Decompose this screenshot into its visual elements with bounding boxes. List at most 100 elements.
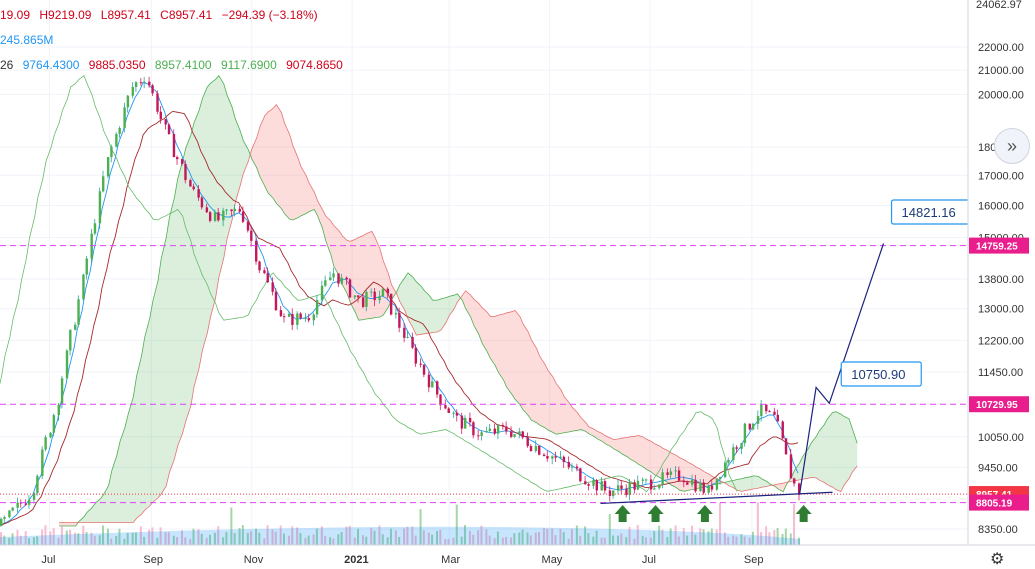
candle-body: [575, 466, 579, 469]
candle-body: [250, 230, 253, 241]
gear-icon[interactable]: ⚙: [990, 551, 1005, 568]
candle-body: [337, 273, 340, 284]
volume-bar: [52, 528, 55, 545]
candle-body: [197, 189, 200, 198]
tenkan-line: [0, 81, 799, 527]
candle-body: [11, 507, 14, 511]
candle-body: [44, 437, 47, 450]
volume-bars: [0, 502, 800, 545]
cloud-segment: [218, 75, 224, 278]
candle-body: [189, 180, 192, 187]
volume-bar: [488, 535, 491, 545]
cloud-segment: [83, 512, 88, 523]
time-axis: Jul Sep Nov 2021 Mar May Jul Sep: [0, 544, 1035, 569]
volume-bar: [414, 535, 417, 545]
cloud-segment: [190, 122, 195, 406]
cloud-segment: [161, 237, 167, 495]
trendline-and-projection: [600, 243, 885, 505]
cloud-segment: [268, 108, 274, 199]
time-label: Mar: [441, 554, 460, 566]
candle-body: [649, 479, 653, 490]
volume-bar: [682, 527, 685, 545]
cloud-segment: [514, 310, 520, 405]
candle-body: [463, 417, 467, 429]
cloud-segment: [544, 363, 548, 430]
up-arrow-icon: [647, 505, 664, 522]
candle-body: [735, 447, 738, 449]
candle-body: [69, 329, 72, 351]
volume-bar: [608, 513, 611, 545]
volume-bar: [559, 528, 562, 545]
ichimoku-value-1: 9764.4300: [22, 58, 80, 72]
candle-body: [633, 482, 636, 490]
candle-body: [167, 124, 171, 135]
cloud-segment: [243, 141, 249, 174]
volume-bar: [57, 537, 60, 545]
cloud-segment: [440, 297, 446, 331]
ichimoku-legend: 26 9764.4300 9885.0350 8957.4100 9117.69…: [0, 58, 349, 72]
candle-body: [123, 107, 126, 128]
candle-body: [148, 81, 151, 86]
volume-bar: [715, 529, 718, 545]
cloud-segment: [848, 418, 853, 479]
candle-body: [542, 454, 546, 457]
cloud-segment: [292, 145, 298, 220]
candle-body: [431, 381, 434, 388]
cloud-segment: [297, 157, 302, 218]
callout-labels: 14821.16 10750.90: [840, 199, 973, 387]
candle-body: [304, 318, 307, 320]
up-arrow-icon: [795, 505, 812, 522]
candle-body: [644, 479, 648, 481]
volume-bar: [760, 531, 763, 545]
volume-bar: [337, 534, 340, 545]
volume-bar: [452, 537, 455, 545]
candle-body: [184, 163, 187, 181]
scale-tick: 20000.00: [978, 89, 1024, 101]
volume-bar: [784, 528, 787, 545]
candle-body: [246, 221, 250, 231]
volume-bar: [213, 532, 216, 545]
volume-bar: [192, 528, 195, 545]
volume-bar: [143, 536, 146, 545]
volume-ma-area: [0, 526, 800, 545]
volume-bar: [386, 537, 389, 545]
volume-bar: [411, 526, 414, 545]
candle-body: [151, 85, 154, 94]
volume-bar: [707, 531, 710, 545]
candle-body: [172, 134, 176, 158]
cloud-segment: [380, 249, 384, 317]
volume-bar: [233, 533, 236, 545]
volume-bar: [748, 537, 751, 545]
volume-bar: [765, 526, 768, 545]
candle-body: [447, 408, 450, 413]
volume-bar: [699, 528, 702, 545]
candle-body: [217, 212, 220, 221]
cloud-segment: [62, 522, 68, 527]
ichimoku-value-5: 9074.8650: [286, 58, 343, 72]
candle-body: [90, 233, 93, 259]
cloud-segment: [564, 396, 570, 433]
volume-bar: [148, 529, 151, 545]
volume-bar: [534, 532, 537, 545]
candle-body: [27, 499, 31, 505]
candle-body: [468, 417, 472, 423]
candle-body: [608, 490, 612, 496]
scroll-to-realtime-button[interactable]: »: [994, 128, 1030, 164]
candle-body: [82, 274, 85, 300]
scale-tick: 9450.00: [978, 462, 1018, 474]
candle-body: [106, 157, 110, 177]
scale-tick: 11450.00: [978, 367, 1023, 379]
cloud-segment: [116, 441, 121, 523]
candle-body: [93, 223, 97, 234]
chikou-line: [0, 75, 738, 493]
cloud-segment: [157, 258, 162, 499]
candle-body: [570, 466, 574, 468]
cloud-segment: [325, 216, 331, 255]
candle-body: [513, 434, 516, 437]
cloud-segment: [149, 300, 154, 507]
time-label: Nov: [244, 554, 264, 566]
cloud-segment: [273, 104, 277, 204]
cloud-segment: [651, 441, 655, 475]
cloud-segment: [445, 296, 450, 323]
